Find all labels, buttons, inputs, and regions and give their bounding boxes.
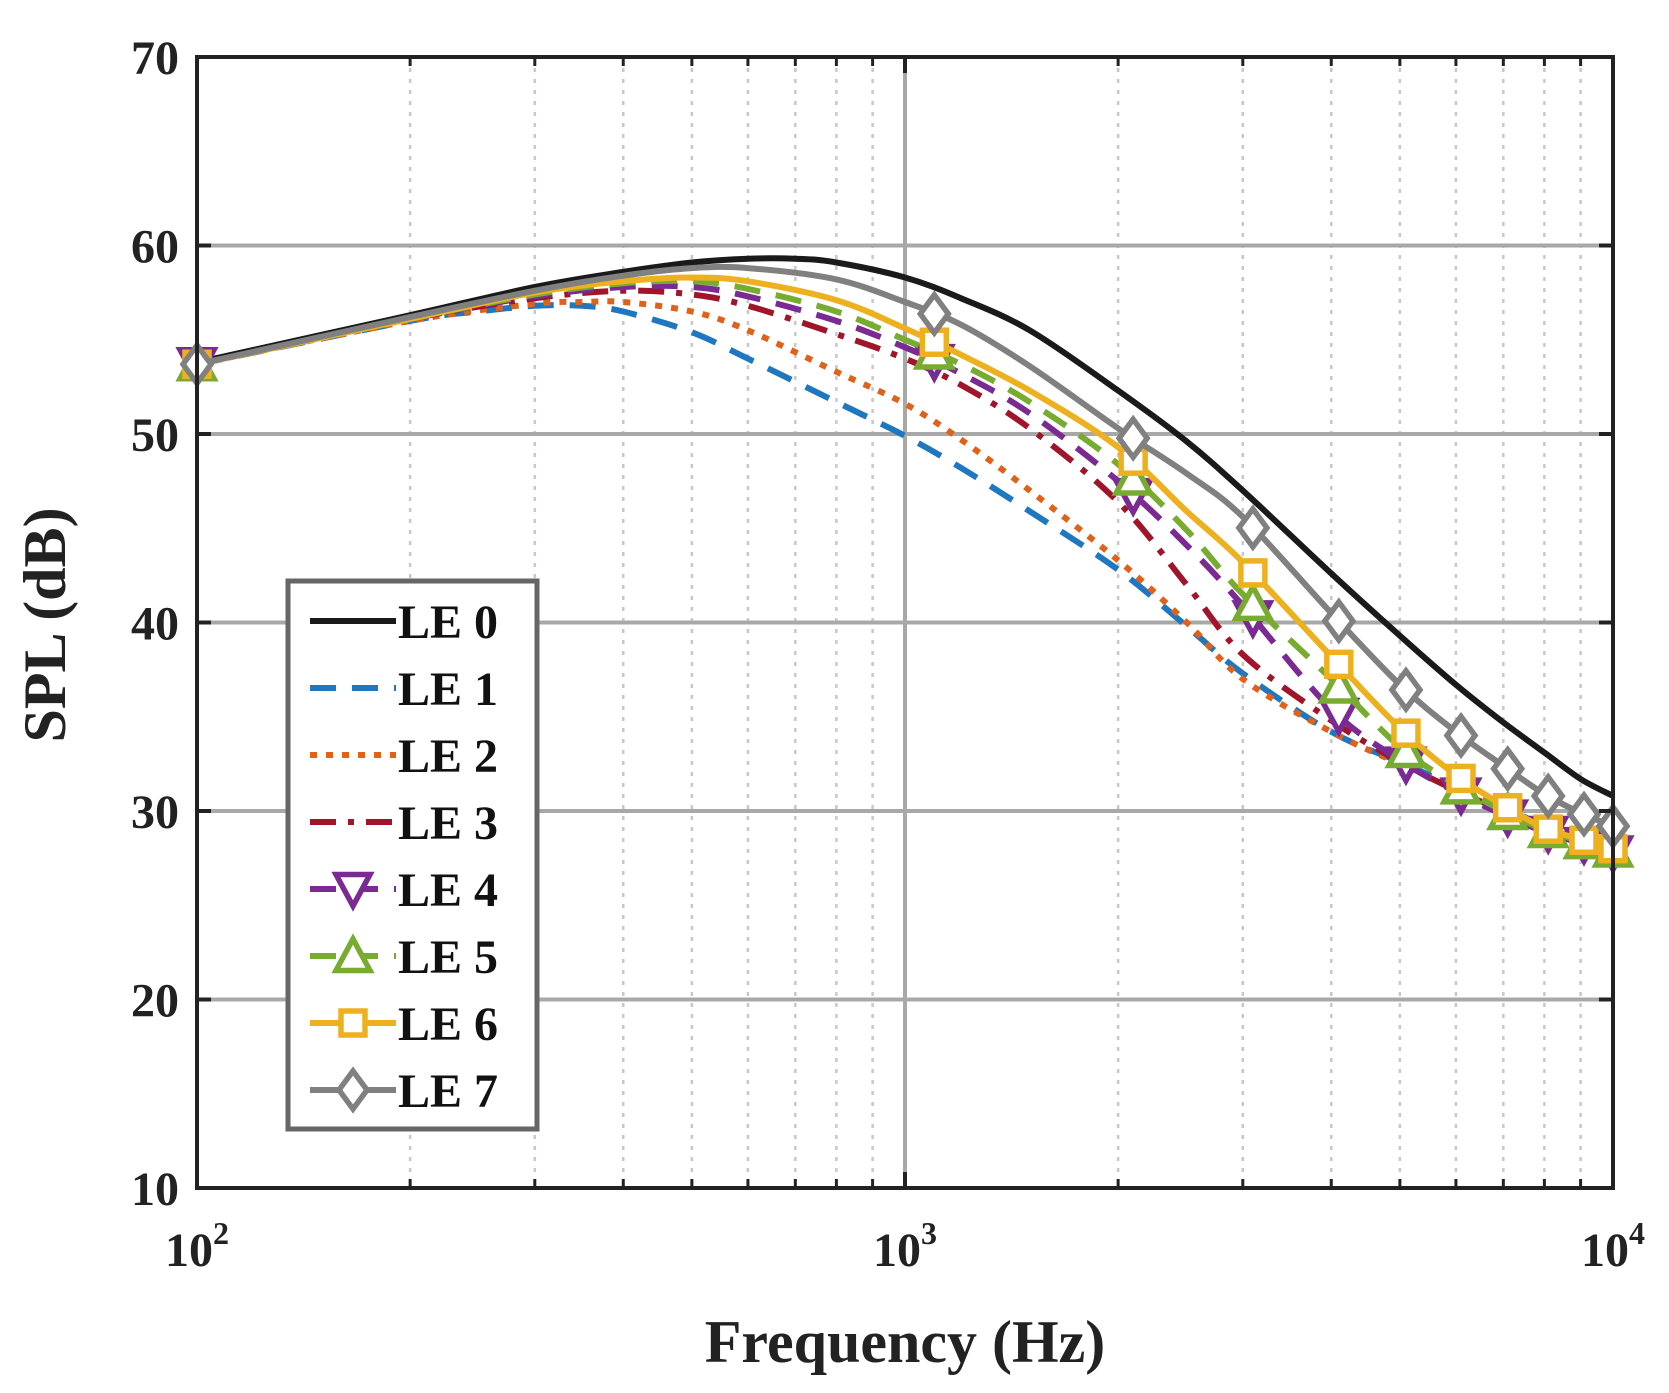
legend-item: LE 6 bbox=[310, 998, 498, 1051]
x-axis-label: Frequency (Hz) bbox=[705, 1309, 1105, 1375]
x-tick-label: 104 bbox=[1581, 1215, 1645, 1277]
legend-label: LE 7 bbox=[398, 1065, 498, 1118]
legend-item: LE 2 bbox=[310, 730, 498, 783]
legend-marker bbox=[338, 1008, 368, 1038]
series-marker bbox=[1317, 663, 1361, 704]
series-le-6 bbox=[182, 274, 1628, 864]
legend-item: LE 1 bbox=[310, 663, 498, 716]
x-tick-label: 102 bbox=[165, 1215, 229, 1277]
series-marker bbox=[1115, 414, 1151, 462]
legend-item: LE 3 bbox=[310, 797, 498, 850]
series-marker bbox=[1533, 814, 1563, 844]
legend-label: LE 3 bbox=[398, 797, 498, 850]
y-tick-label: 70 bbox=[131, 32, 179, 85]
y-tick-label: 10 bbox=[131, 1163, 179, 1216]
legend-marker bbox=[331, 871, 375, 912]
legend-label: LE 2 bbox=[398, 730, 498, 783]
series-marker bbox=[1235, 504, 1271, 552]
series-marker bbox=[916, 290, 952, 338]
series-marker bbox=[1391, 718, 1421, 748]
legend-item: LE 7 bbox=[310, 1065, 498, 1118]
legend-label: LE 5 bbox=[398, 931, 498, 984]
series-marker bbox=[1492, 792, 1523, 823]
legend-item: LE 4 bbox=[310, 864, 498, 917]
series-marker bbox=[1324, 649, 1354, 680]
legend-box bbox=[285, 578, 540, 1132]
y-axis-label: SPL (dB) bbox=[12, 507, 78, 742]
series-le-0 bbox=[196, 255, 1615, 799]
y-tick-label: 60 bbox=[131, 221, 179, 274]
legend-marker bbox=[335, 1066, 371, 1114]
series-marker bbox=[1388, 666, 1424, 714]
y-tick-label: 50 bbox=[131, 409, 179, 462]
legend-item: LE 5 bbox=[310, 931, 498, 984]
y-tick-label: 40 bbox=[131, 598, 179, 651]
plot-series bbox=[175, 255, 1635, 876]
series-marker bbox=[1238, 558, 1268, 588]
legend-marker bbox=[331, 933, 375, 974]
series-marker bbox=[1530, 772, 1566, 820]
legend-label: LE 4 bbox=[398, 864, 498, 917]
series-marker bbox=[1321, 597, 1357, 645]
series-marker bbox=[1443, 711, 1479, 760]
legend: LE 0 LE 1 LE 2 LE 3 LE 4 LE 5 LE 6 LE 7 bbox=[285, 578, 540, 1132]
x-tick-label: 103 bbox=[873, 1215, 937, 1277]
series-marker bbox=[1231, 581, 1275, 622]
series-marker bbox=[1384, 728, 1428, 769]
y-tick-label: 30 bbox=[131, 786, 179, 839]
series-le-7 bbox=[179, 263, 1631, 850]
series-marker bbox=[1446, 763, 1476, 794]
axis-ticks: 10 20 30 40 50 60 70 102 103 104 bbox=[131, 32, 1645, 1277]
legend-label: LE 1 bbox=[398, 663, 498, 716]
series-marker bbox=[1566, 790, 1602, 838]
legend-item: LE 0 bbox=[310, 596, 498, 649]
legend-label: LE 6 bbox=[398, 998, 498, 1051]
legend-label: LE 0 bbox=[398, 596, 498, 649]
series-line bbox=[196, 255, 1615, 799]
series-marker bbox=[1490, 745, 1526, 793]
y-tick-label: 20 bbox=[131, 975, 179, 1028]
series-marker bbox=[1111, 455, 1155, 496]
